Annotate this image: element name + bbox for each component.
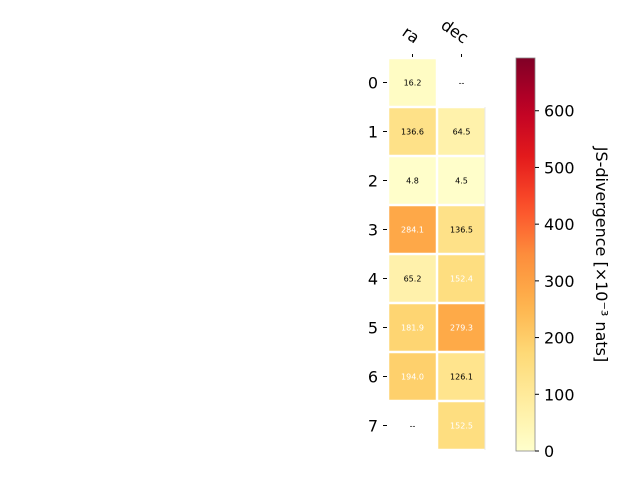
- row-tick-label: 5: [368, 319, 378, 338]
- heatmap-cell: [438, 108, 485, 155]
- colorbar-ticks: 0 100 200 300 400 500 600: [535, 102, 575, 461]
- heatmap-cell: [389, 157, 436, 204]
- column-tick-label: ra: [399, 22, 423, 47]
- colorbar-tick-label: 100: [544, 385, 575, 404]
- cell-value-label: 65.2: [404, 275, 422, 284]
- cell-value-label: 64.5: [453, 128, 471, 137]
- colorbar-tick-label: 0: [544, 442, 554, 461]
- heatmap-cell: [438, 353, 485, 400]
- row-tick-label: 2: [368, 172, 378, 191]
- heatmap-cell: [389, 59, 436, 106]
- colorbar-label: JS-divergence [×10⁻³ nats]: [592, 146, 611, 362]
- heatmap-cell: [438, 402, 485, 449]
- cell-value-label: 284.1: [401, 226, 424, 235]
- colorbar-tick-label: 600: [544, 102, 575, 121]
- heatmap-cell: [438, 255, 485, 302]
- colorbar-tick-label: 200: [544, 329, 575, 348]
- heatmap-cell: [389, 304, 436, 351]
- colorbar-gradient: [515, 57, 536, 452]
- column-tick-label: dec: [438, 15, 472, 47]
- heatmap-cell: [438, 304, 485, 351]
- row-tick-label: 3: [368, 221, 378, 240]
- heatmap-cell: [438, 206, 485, 253]
- cell-value-label: 126.1: [450, 373, 473, 382]
- colorbar-tick-label: 300: [544, 272, 575, 291]
- cell-value-label: 136.5: [450, 226, 473, 235]
- cell-value-label: 181.9: [401, 324, 424, 333]
- row-axis: 0 1 2 3 4 5 6 7: [368, 74, 387, 436]
- heatmap-cell-labels: 16.2 -- 136.6 64.5 4.8 4.5 284.1 136.5 65.2 152.4…: [401, 79, 473, 431]
- heatmap-cell: [438, 157, 485, 204]
- cell-value-label: 152.4: [450, 275, 473, 284]
- heatmap-cells: [389, 59, 486, 450]
- colorbar-tick-label: 500: [544, 158, 575, 177]
- heatmap-cell: [389, 255, 436, 302]
- cell-value-label: 152.5: [450, 422, 473, 431]
- heatmap-cell: [389, 353, 436, 400]
- cell-value-label: 4.5: [455, 177, 468, 186]
- cell-value-label: 4.8: [406, 177, 419, 186]
- cell-value-label: 194.0: [401, 373, 424, 382]
- row-tick-label: 7: [368, 417, 378, 436]
- colorbar: 0 100 200 300 400 500 600 JS-divergence [×10⁻³…: [515, 57, 611, 461]
- heatmap-cell: [389, 108, 436, 155]
- heatmap-cell: [389, 206, 436, 253]
- cell-value-label: 279.3: [450, 324, 473, 333]
- cell-value-label: --: [410, 422, 416, 431]
- row-tick-label: 1: [368, 123, 378, 142]
- row-tick-label: 0: [368, 74, 378, 93]
- row-tick-label: 6: [368, 368, 378, 387]
- column-axis: ra dec: [399, 15, 472, 57]
- cell-value-label: 16.2: [404, 79, 422, 88]
- colorbar-tick-label: 400: [544, 215, 575, 234]
- cell-value-label: --: [459, 79, 465, 88]
- row-tick-label: 4: [368, 270, 378, 289]
- cell-value-label: 136.6: [401, 128, 424, 137]
